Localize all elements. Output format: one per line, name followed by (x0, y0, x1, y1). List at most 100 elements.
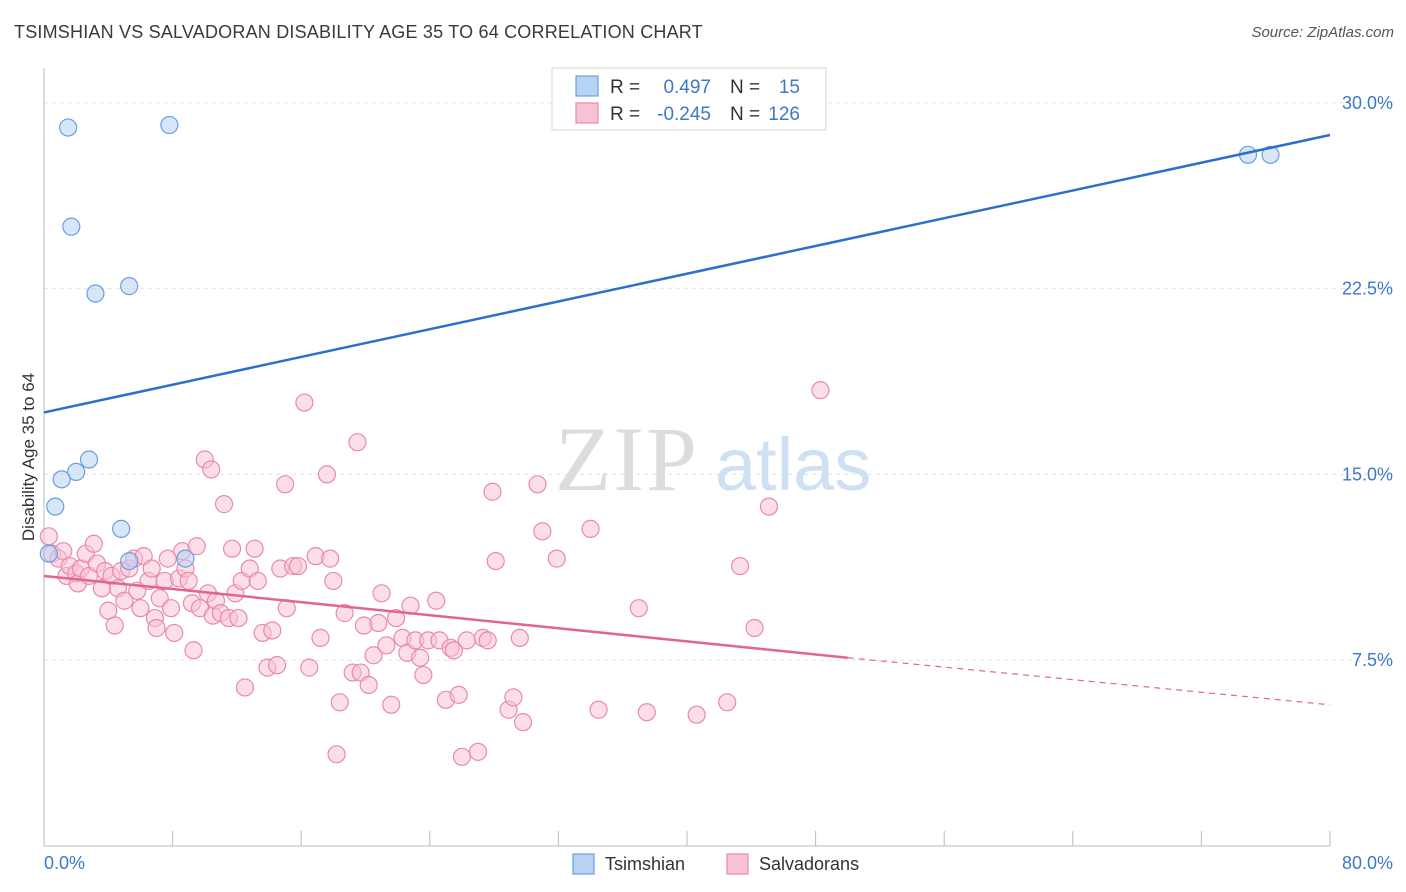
legend-swatch-tsimshian (575, 75, 599, 97)
legend-n-label-1: N = (730, 77, 760, 98)
salvadorans-point (427, 591, 446, 610)
salvadorans-point (745, 618, 764, 638)
salvadorans-point (161, 599, 181, 618)
salvadorans-point (84, 534, 103, 553)
tsimshian-point (1261, 145, 1280, 164)
salvadorans-point (142, 559, 161, 578)
salvadorans-point (449, 685, 468, 704)
salvadorans-point (267, 656, 287, 675)
salvadorans-point (105, 616, 124, 635)
salvadorans-point (321, 549, 340, 568)
series-legend-swatch-tsimshian (572, 853, 595, 875)
salvadorans-point (452, 747, 472, 766)
salvadorans-point (300, 658, 319, 677)
salvadorans-point (811, 381, 830, 400)
tsimshian-point (67, 462, 86, 482)
salvadorans-point (504, 688, 523, 707)
salvadorans-point (581, 519, 600, 538)
salvadorans-point (486, 551, 505, 571)
salvadorans-point (411, 648, 430, 667)
x-ticks (172, 831, 1331, 846)
salvadorans-point (718, 693, 737, 712)
salvadorans-point (444, 641, 464, 660)
salvadorans-point (147, 618, 166, 638)
salvadorans-point (478, 631, 497, 650)
salvadorans-point (245, 539, 264, 558)
stats-legend: R = 0.497 N = 15 R = -0.245 N = 126 (551, 67, 827, 131)
tsimshian-point (160, 115, 179, 135)
salvadorans-points (39, 381, 830, 766)
legend-n-value-1: 15 (779, 77, 800, 98)
salvadorans-point (311, 628, 330, 647)
x-tick-label-min: 0.0% (44, 853, 85, 873)
salvadorans-point (248, 571, 267, 591)
x-tick-label-max: 80.0% (1342, 853, 1393, 873)
y-tick-labels: 7.5% 15.0% 22.5% 30.0% (1342, 93, 1393, 670)
salvadorans-trend-extension (847, 657, 1331, 706)
salvadorans-point (235, 678, 255, 697)
tsimshian-point (59, 118, 78, 137)
salvadorans-point (131, 599, 150, 618)
salvadorans-point (759, 497, 779, 516)
legend-n-label-2: N = (730, 104, 760, 125)
tsimshian-point (120, 551, 139, 571)
salvadorans-point (369, 613, 388, 633)
series-legend: Tsimshian Salvadorans (572, 853, 859, 875)
salvadorans-point (547, 549, 566, 568)
salvadorans-point (115, 591, 134, 610)
watermark: ZIP atlas (555, 408, 871, 510)
salvadorans-point (629, 599, 648, 618)
salvadorans-point (382, 695, 401, 714)
salvadorans-point (179, 571, 198, 591)
salvadorans-point (184, 641, 203, 660)
tsimshian-trend-line (43, 133, 1331, 414)
salvadorans-point (324, 571, 343, 591)
salvadorans-trend-line (43, 574, 848, 659)
y-axis-label: Disability Age 35 to 64 (19, 373, 38, 541)
trend-lines (43, 133, 1331, 706)
salvadorans-point (348, 433, 367, 452)
salvadorans-point (513, 713, 533, 732)
salvadorans-point (158, 549, 177, 568)
legend-r-value-2: -0.245 (657, 104, 711, 125)
chart-title: TSIMSHIAN VS SALVADORAN DISABILITY AGE 3… (14, 22, 703, 42)
y-tick-label: 30.0% (1342, 93, 1393, 113)
salvadorans-point (589, 700, 608, 719)
salvadorans-point (288, 556, 308, 576)
salvadorans-point (457, 631, 476, 650)
salvadorans-point (214, 495, 234, 514)
salvadorans-point (276, 475, 295, 494)
watermark-atlas: atlas (715, 423, 871, 506)
salvadorans-point (468, 742, 488, 761)
series-legend-label-tsimshian: Tsimshian (605, 854, 685, 874)
legend-swatch-salvadorans (575, 102, 599, 124)
tsimshian-point (112, 519, 131, 538)
tsimshian-point (46, 497, 65, 516)
salvadorans-point (510, 628, 529, 647)
salvadorans-point (377, 636, 396, 655)
source-label: Source: ZipAtlas.com (1251, 24, 1394, 41)
salvadorans-point (222, 539, 242, 558)
tsimshian-point (62, 217, 81, 236)
salvadorans-point (730, 556, 750, 576)
tsimshian-point (52, 470, 71, 489)
salvadorans-point (295, 393, 314, 412)
salvadorans-point (229, 608, 248, 628)
y-tick-label: 22.5% (1342, 279, 1393, 299)
salvadorans-point (386, 608, 406, 628)
salvadorans-point (202, 460, 221, 479)
legend-n-value-2: 126 (768, 104, 800, 125)
salvadorans-point (263, 621, 282, 640)
salvadorans-point (483, 482, 502, 501)
tsimshian-point (176, 549, 195, 568)
salvadorans-point (533, 522, 552, 541)
y-tick-label: 7.5% (1352, 650, 1393, 670)
y-tick-label: 15.0% (1342, 464, 1393, 484)
salvadorans-point (335, 604, 354, 623)
tsimshian-point (39, 544, 58, 563)
salvadorans-point (327, 745, 346, 764)
tsimshian-points (39, 115, 1280, 571)
tsimshian-point (79, 450, 99, 469)
salvadorans-point (187, 537, 206, 556)
